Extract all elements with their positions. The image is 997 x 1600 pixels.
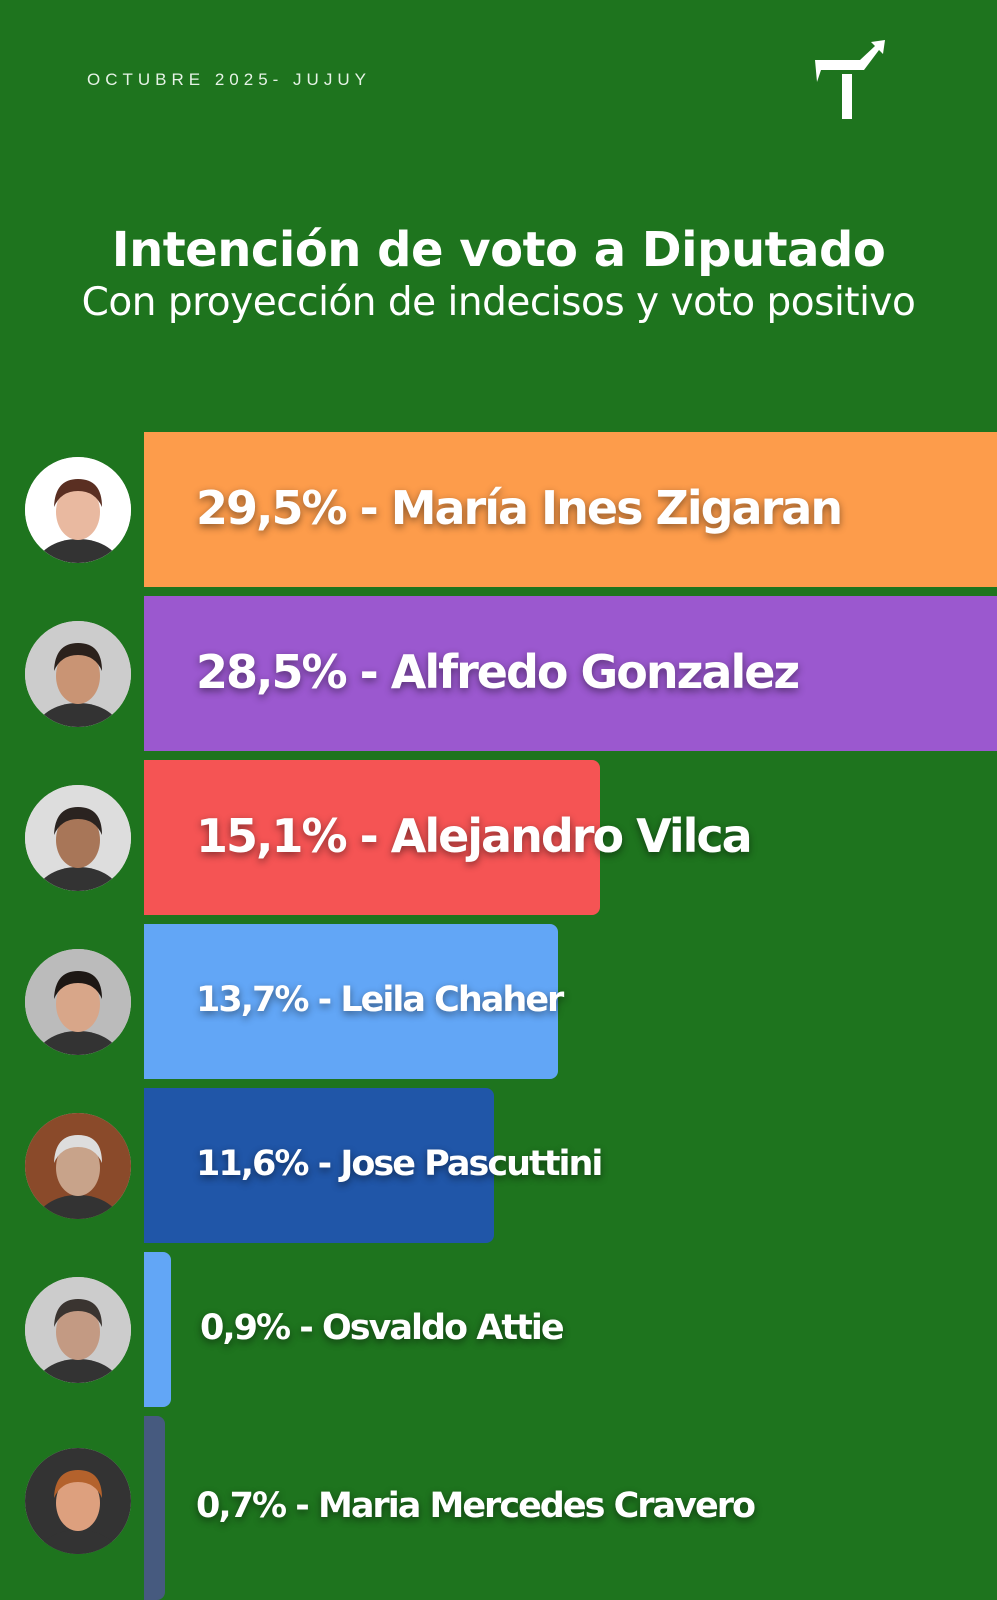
bar-row: 13,7% - Leila Chaher (0, 924, 997, 1079)
separator: - (345, 808, 391, 863)
candidate-photo (25, 784, 131, 891)
bar-label: 15,1% - Alejandro Vilca (196, 808, 753, 863)
bar (144, 1416, 166, 1600)
category-label: Leila Chaher (340, 979, 564, 1020)
candidate-photo (25, 948, 131, 1055)
category-label: Osvaldo Attie (321, 1307, 565, 1348)
candidate-photo (25, 1448, 131, 1554)
bar-row: 29,5% - María Ines Zigaran (0, 432, 997, 587)
bar (144, 432, 997, 587)
value-label: 28,5% (196, 644, 348, 699)
chart-subtitle: Con proyección de indecisos y voto posit… (81, 280, 916, 325)
value-label: 0,7% (196, 1486, 287, 1527)
candidate-photo (25, 1276, 131, 1383)
separator: - (307, 979, 341, 1020)
bar-label: 11,6% - Jose Pascuttini (196, 1143, 603, 1184)
bar-row: 0,9% - Osvaldo Attie (0, 1252, 997, 1407)
value-label: 0,9% (200, 1307, 291, 1348)
value-label: 29,5% (196, 480, 348, 535)
candidate-photo (25, 620, 131, 727)
bar (144, 1088, 495, 1243)
bar-row: 0,7% - Maria Mercedes Cravero (0, 1416, 997, 1600)
bar-label: 29,5% - María Ines Zigaran (196, 480, 843, 535)
value-label: 15,1% (196, 808, 348, 863)
bar-label: 13,7% - Leila Chaher (196, 979, 564, 1020)
candidate-photo (25, 1112, 131, 1219)
bar-row: 15,1% - Alejandro Vilca (0, 760, 997, 915)
chart-title: Intención de voto a Diputado (111, 222, 886, 278)
bar-label: 28,5% - Alfredo Gonzalez (196, 644, 800, 699)
category-label: Alejandro Vilca (390, 808, 753, 863)
bar-row: 11,6% - Jose Pascuttini (0, 1088, 997, 1243)
value-label: 11,6% (196, 1143, 309, 1184)
bar-row: 28,5% - Alfredo Gonzalez (0, 596, 997, 751)
value-label: 13,7% (196, 979, 309, 1020)
separator: - (285, 1486, 318, 1527)
bar (144, 596, 997, 751)
separator: - (289, 1307, 322, 1348)
bar (144, 760, 601, 915)
bar (144, 1252, 172, 1407)
category-label: María Ines Zigaran (390, 480, 843, 535)
t-arrow-logo-icon (815, 40, 885, 119)
category-label: Maria Mercedes Cravero (317, 1486, 756, 1527)
separator: - (307, 1143, 341, 1184)
separator: - (345, 644, 391, 699)
separator: - (345, 480, 391, 535)
category-label: Jose Pascuttini (340, 1143, 603, 1184)
date-location-label: OCTUBRE 2025- JUJUY (87, 70, 371, 89)
category-label: Alfredo Gonzalez (390, 644, 800, 699)
bar-label: 0,7% - Maria Mercedes Cravero (196, 1486, 756, 1527)
bar-label: 0,9% - Osvaldo Attie (200, 1307, 565, 1348)
candidate-photo (25, 456, 131, 563)
bar (144, 924, 558, 1079)
